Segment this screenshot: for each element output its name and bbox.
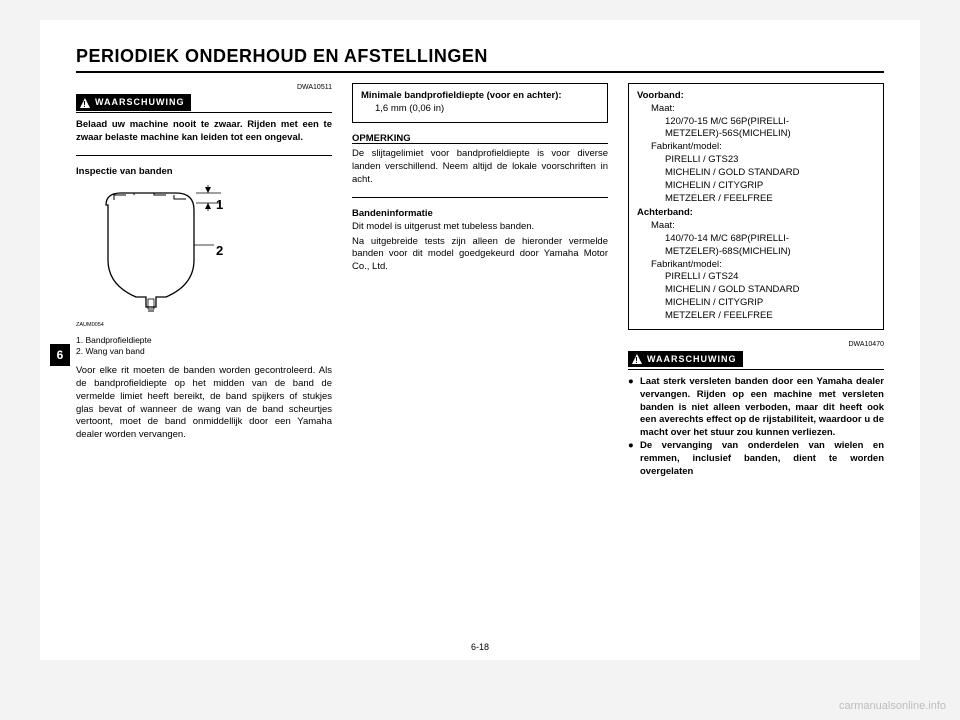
bullet-dot-icon: ● bbox=[628, 376, 640, 440]
svg-text:!: ! bbox=[635, 356, 639, 365]
page-title: PERIODIEK ONDERHOUD EN AFSTELLINGEN bbox=[76, 46, 884, 73]
inspection-body: Voor elke rit moeten de banden worden ge… bbox=[76, 365, 332, 442]
tire-cross-section-diagram: 1 2 ZAUM0054 bbox=[76, 185, 332, 329]
diagram-code: ZAUM0054 bbox=[76, 322, 332, 329]
rear-mfr-3: MICHELIN / CITYGRIP bbox=[637, 297, 875, 310]
ref-code: DWA10511 bbox=[76, 83, 332, 92]
warning-block-2: ! WAARSCHUWING bbox=[628, 351, 884, 370]
bullet-2-text: De vervanging van onderdelen van wielen … bbox=[640, 440, 884, 478]
tire-info-p1: Dit model is uitgerust met tubeless band… bbox=[352, 221, 608, 234]
spec-title: Minimale bandprofieldiepte (voor en acht… bbox=[361, 90, 599, 103]
rear-mfr-2: MICHELIN / GOLD STANDARD bbox=[637, 284, 875, 297]
rear-size: 140/70-14 M/C 68P(PIRELLI-METZELER)-68S(… bbox=[637, 233, 875, 259]
inspection-heading: Inspectie van banden bbox=[76, 166, 332, 179]
rear-mfr-1: PIRELLI / GTS24 bbox=[637, 271, 875, 284]
note-body: De slijtagelimiet voor bandprofieldiepte… bbox=[352, 148, 608, 186]
ref-code-2: DWA10470 bbox=[628, 340, 884, 349]
warning-label: ! WAARSCHUWING bbox=[76, 94, 191, 110]
svg-text:!: ! bbox=[83, 100, 87, 109]
warning-triangle-icon: ! bbox=[631, 353, 643, 365]
note-block: OPMERKING bbox=[352, 133, 608, 145]
chapter-tab: 6 bbox=[50, 344, 70, 366]
warning-bullet-2: ● De vervanging van onderdelen van wiele… bbox=[628, 440, 884, 478]
caption-1: 1. Bandprofieldiepte bbox=[76, 335, 332, 346]
page-number: 6-18 bbox=[40, 642, 920, 652]
rear-tire-label: Achterband: bbox=[637, 207, 875, 220]
tire-info-p2: Na uitgebreide tests zijn alleen de hier… bbox=[352, 236, 608, 274]
watermark: carmanualsonline.info bbox=[839, 700, 946, 712]
bullet-dot-icon: ● bbox=[628, 440, 640, 478]
manual-page: PERIODIEK ONDERHOUD EN AFSTELLINGEN 6 DW… bbox=[40, 20, 920, 660]
tire-info-heading: Bandeninformatie bbox=[352, 208, 608, 221]
caption-2: 2. Wang van band bbox=[76, 346, 332, 357]
warning-triangle-icon: ! bbox=[79, 97, 91, 109]
callout-1: 1 bbox=[216, 196, 223, 214]
warning-bullet-1: ● Laat sterk versleten banden door een Y… bbox=[628, 376, 884, 440]
rear-mfr-4: METZELER / FEELFREE bbox=[637, 310, 875, 323]
warning-label-text: WAARSCHUWING bbox=[95, 96, 185, 108]
note-heading: OPMERKING bbox=[352, 133, 411, 146]
tread-depth-spec-box: Minimale bandprofieldiepte (voor en acht… bbox=[352, 83, 608, 123]
callout-2: 2 bbox=[216, 242, 223, 260]
warning-block: ! WAARSCHUWING bbox=[76, 94, 332, 113]
warning-bullet-list: ● Laat sterk versleten banden door een Y… bbox=[628, 376, 884, 479]
front-mfr-1: PIRELLI / GTS23 bbox=[637, 154, 875, 167]
size-label: Maat: bbox=[637, 103, 875, 116]
mfr-label-rear: Fabrikant/model: bbox=[637, 259, 875, 272]
column-right: Voorband: Maat: 120/70-15 M/C 56P(PIRELL… bbox=[628, 83, 884, 478]
front-size: 120/70-15 M/C 56P(PIRELLI-METZELER)-56S(… bbox=[637, 116, 875, 142]
front-mfr-2: MICHELIN / GOLD STANDARD bbox=[637, 167, 875, 180]
tire-spec-box: Voorband: Maat: 120/70-15 M/C 56P(PIRELL… bbox=[628, 83, 884, 330]
content-columns: DWA10511 ! WAARSCHUWING Belaad uw machin… bbox=[76, 83, 884, 478]
bullet-1-text: Laat sterk versleten banden door een Yam… bbox=[640, 376, 884, 440]
spec-value: 1,6 mm (0,06 in) bbox=[361, 103, 599, 116]
front-mfr-3: MICHELIN / CITYGRIP bbox=[637, 180, 875, 193]
column-middle: Minimale bandprofieldiepte (voor en acht… bbox=[352, 83, 608, 478]
column-left: DWA10511 ! WAARSCHUWING Belaad uw machin… bbox=[76, 83, 332, 478]
front-mfr-4: METZELER / FEELFREE bbox=[637, 193, 875, 206]
front-tire-label: Voorband: bbox=[637, 90, 875, 103]
warning-body: Belaad uw machine nooit te zwaar. Rijden… bbox=[76, 119, 332, 145]
size-label-rear: Maat: bbox=[637, 220, 875, 233]
warning-label-2: ! WAARSCHUWING bbox=[628, 351, 743, 367]
diagram-captions: 1. Bandprofieldiepte 2. Wang van band bbox=[76, 335, 332, 357]
warning-label-text-2: WAARSCHUWING bbox=[647, 353, 737, 365]
mfr-label: Fabrikant/model: bbox=[637, 141, 875, 154]
